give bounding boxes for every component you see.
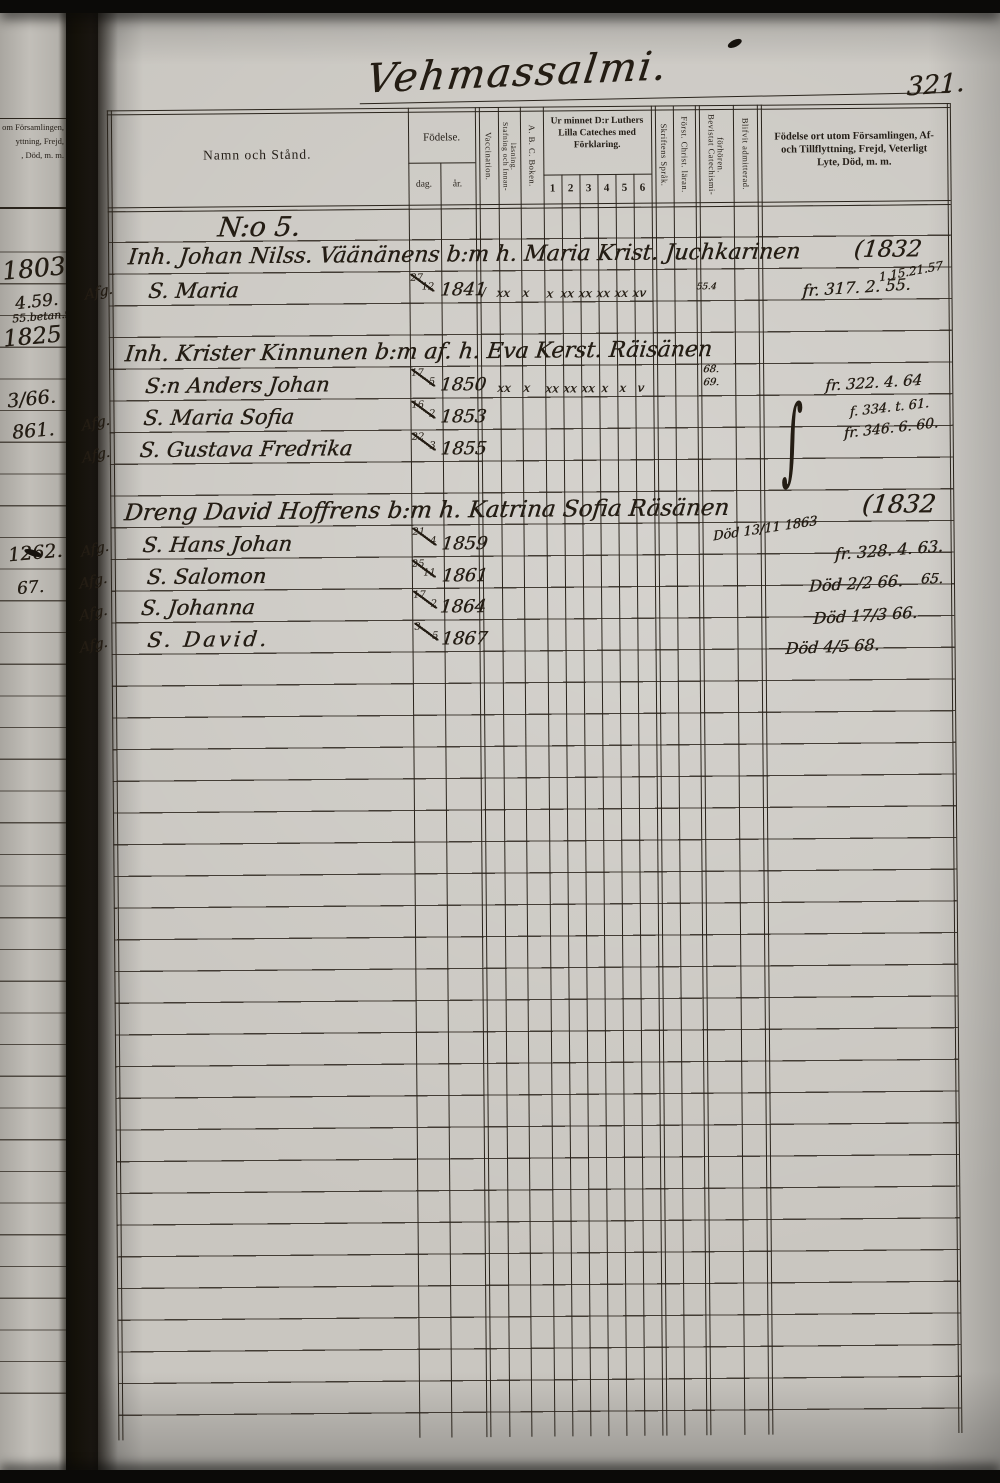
- page-title: Vehmassalmi.: [363, 43, 671, 103]
- column-header-catechism: Ur minnet D:r Luthers Lilla Cateches med…: [550, 115, 644, 151]
- column-header-birth-year: år.: [452, 179, 463, 190]
- mark-catechism: xx: [559, 286, 575, 301]
- person-name: S. Salomon: [145, 564, 268, 590]
- section-number: N:o 5.: [216, 211, 302, 244]
- person-name: S:n Anders Johan: [143, 372, 331, 399]
- mark-vaccination: √: [477, 286, 487, 301]
- mark-catechism: xx: [562, 381, 578, 396]
- mark-attended: 69.: [702, 377, 720, 389]
- column-header-spelling: Stafning och Innan-läsning.: [500, 121, 519, 191]
- margin-note: Afg.: [78, 570, 108, 593]
- birth-year: 1853: [439, 406, 488, 428]
- catechism-col-4: 4: [603, 182, 610, 195]
- column-header-attended: Bevistat Catechismi-förhören.: [706, 114, 726, 196]
- register-table: Namn och Stånd. Födelse. dag. år. Vaccin…: [106, 103, 963, 1443]
- column-header-name: Namn och Stånd.: [202, 146, 312, 163]
- mark-spelling: xx: [495, 285, 511, 301]
- catechism-col-2: 2: [567, 182, 574, 195]
- column-header-admitted: Blifvit admitterad.: [740, 118, 752, 191]
- mark-catechism: xx: [544, 381, 560, 396]
- person-name: S. Maria Sofia: [142, 404, 296, 431]
- mark-abc: x: [522, 380, 531, 395]
- scan-edge-top: [0, 0, 1000, 13]
- birth-day: 25 11: [411, 558, 436, 579]
- mark-catechism: xx: [577, 286, 593, 301]
- divider: [0, 118, 66, 120]
- family-head-name: Inh. Krister Kinnunen b:m af. h. Eva Ker…: [123, 337, 714, 368]
- mark-attended: 68.: [702, 364, 720, 376]
- column-header-abc-book: A. B. C. Boken.: [526, 125, 538, 188]
- note-year: (1832: [852, 236, 924, 263]
- column-header-vaccination: Vaccination.: [483, 132, 494, 181]
- mark-catechism: x: [618, 380, 627, 395]
- birth-day: 16 2: [411, 399, 436, 420]
- mark-catechism: xx: [595, 286, 611, 301]
- family-head-name: Dreng David Hoffrens b:m h. Katrina Sofi…: [122, 494, 731, 527]
- mark-catechism: x: [545, 286, 555, 301]
- prev-page-header-fragment: , Död, m. m.: [21, 150, 64, 160]
- birth-day: 21 4: [412, 526, 437, 547]
- margin-note: Afg.: [79, 634, 109, 657]
- note-year: (1832: [860, 489, 938, 519]
- birth-year: 1855: [439, 438, 488, 460]
- person-name: S. Maria: [147, 278, 241, 304]
- margin-note: Afg.: [81, 444, 111, 467]
- catechism-col-3: 3: [585, 182, 592, 195]
- person-name: S. Johanna: [139, 595, 257, 621]
- birth-year: 1867: [440, 628, 489, 650]
- previous-page-edge: om Församlingen, yttning, Frejd, , Död, …: [0, 8, 66, 1473]
- catechism-col-1: 1: [549, 182, 556, 195]
- birth-year: 1861: [440, 565, 489, 587]
- birth-year: 1864: [438, 596, 488, 618]
- column-header-birth-day: dag.: [415, 179, 433, 190]
- scan-edge-bottom: [0, 1470, 1000, 1483]
- person-name: S. Hans Johan: [141, 531, 294, 558]
- column-header-notes: Födelse ort utom Församlingen, Af- och T…: [774, 130, 934, 169]
- birth-day: 17 2: [413, 589, 438, 610]
- ruled-lines: [0, 221, 66, 1421]
- margin-note: Afg.: [80, 538, 110, 561]
- column-header-scripture: Skriftens Språk.: [658, 123, 670, 187]
- catechism-col-6: 6: [639, 181, 646, 194]
- prev-page-header-fragment: yttning, Frejd,: [15, 136, 64, 146]
- note-tiny: 55.4: [695, 282, 718, 293]
- person-name: S. Gustava Fredrika: [138, 436, 354, 463]
- birth-day: 17 5: [411, 367, 436, 388]
- column-header-birth: Födelse.: [423, 131, 461, 144]
- mark-catechism: xx: [580, 381, 596, 396]
- margin-note: Afg.: [81, 412, 111, 435]
- birth-day: 22 3: [411, 431, 436, 452]
- birth-year: 1859: [440, 533, 489, 555]
- mark-abc: x: [521, 285, 531, 300]
- birth-year: 1850: [439, 374, 488, 396]
- mark-spelling: xx: [496, 380, 512, 396]
- divider: [0, 207, 66, 209]
- page-number: 321.: [906, 67, 965, 103]
- prev-page-header-fragment: om Församlingen,: [2, 122, 64, 132]
- mark-catechism: v: [636, 380, 645, 395]
- mark-catechism: xx: [613, 285, 629, 300]
- catechism-col-5: 5: [621, 181, 628, 194]
- brace-mark: ∫: [781, 385, 804, 496]
- column-header-christianity: Först. Christ. läran.: [679, 116, 691, 194]
- birth-day: 27 12: [410, 272, 435, 293]
- mark-catechism: xv: [631, 285, 647, 300]
- mark-catechism: x: [600, 381, 609, 396]
- note-small: 65.: [920, 571, 945, 588]
- margin-note: Afg.: [78, 602, 109, 625]
- ink-smudge: [726, 37, 744, 50]
- person-name: S. David.: [146, 626, 271, 653]
